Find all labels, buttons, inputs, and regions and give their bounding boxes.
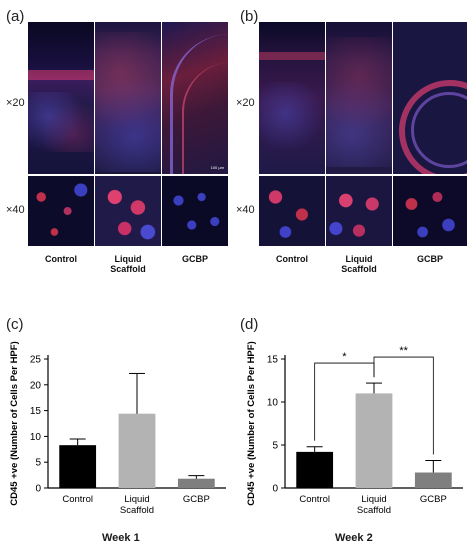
micrograph-liquid-scaffold-20x-week2 xyxy=(326,22,392,174)
bar-gcbp xyxy=(177,478,215,488)
panel-label-a: (a) xyxy=(6,8,25,25)
bar-liquid-scaffold xyxy=(118,413,156,488)
micrograph-liquid-scaffold-40x-week1 xyxy=(95,176,161,246)
bar-chart-week1: 0 5 10 15 20 25 CD45 +ve (Number of Cells Per … xyxy=(9,341,226,516)
week2-label: Week 2 xyxy=(335,532,373,544)
significance-bracket xyxy=(373,356,434,455)
column-label-liquid-scaffold-b: Liquid Scaffold xyxy=(341,254,377,274)
column-label-liquid-scaffold-a: Liquid Scaffold xyxy=(110,254,146,274)
y-axis-label: CD45 +ve (Number of Cells Per HPF) xyxy=(246,341,257,505)
bar-chart-week2: 0 5 10 15 CD45 +ve (Number of Cells Per HPF)… xyxy=(246,341,463,516)
magnification-40x-label-a: ×40 xyxy=(6,204,25,216)
y-tick-label: 5 xyxy=(272,441,278,452)
y-tick-label: 25 xyxy=(30,355,42,366)
x-tick-label: Control xyxy=(62,494,93,505)
x-tick-label: GCBP xyxy=(183,494,210,505)
magnification-40x-label-b: ×40 xyxy=(236,204,255,216)
micrograph-gcbp-20x-week1: 100 µm xyxy=(162,22,228,174)
y-tick-label: 0 xyxy=(272,484,278,495)
y-tick-label: 10 xyxy=(30,432,42,443)
bar-gcbp xyxy=(414,472,452,488)
x-tick-label: Liquid xyxy=(124,494,149,505)
micrograph-liquid-scaffold-40x-week2 xyxy=(326,176,392,246)
micrograph-control-40x-week1 xyxy=(28,176,94,246)
column-label-control-b: Control xyxy=(276,254,308,264)
y-axis-label: CD45 +ve (Number of Cells Per HPF) xyxy=(9,341,20,505)
bar-liquid-scaffold xyxy=(355,393,393,488)
micrograph-gcbp-40x-week1 xyxy=(162,176,228,246)
y-tick-label: 10 xyxy=(267,398,279,409)
micrograph-control-20x-week1 xyxy=(28,22,94,174)
micrograph-gcbp-20x-week2 xyxy=(393,22,467,174)
significance-marker: * xyxy=(342,351,347,363)
x-tick-label: GCBP xyxy=(420,494,447,505)
magnification-20x-label-a: ×20 xyxy=(6,97,25,109)
panel-label-c: (c) xyxy=(6,316,24,333)
y-tick-label: 20 xyxy=(30,380,42,391)
x-tick-label: Scaffold xyxy=(357,505,391,516)
y-tick-label: 5 xyxy=(35,458,41,469)
week1-label: Week 1 xyxy=(102,532,140,544)
y-tick-label: 15 xyxy=(267,355,279,366)
bar-control xyxy=(296,451,334,488)
magnification-20x-label-b: ×20 xyxy=(236,97,255,109)
micrograph-gcbp-40x-week2 xyxy=(393,176,467,246)
micrograph-control-20x-week2 xyxy=(259,22,325,174)
micrograph-control-40x-week2 xyxy=(259,176,325,246)
y-tick-label: 15 xyxy=(30,406,42,417)
significance-marker: ** xyxy=(399,345,408,357)
panel-label-b: (b) xyxy=(240,8,259,25)
y-tick-label: 0 xyxy=(35,484,41,495)
x-tick-label: Control xyxy=(299,494,330,505)
micrograph-liquid-scaffold-20x-week1 xyxy=(95,22,161,174)
bar-control xyxy=(59,445,97,488)
column-label-control-a: Control xyxy=(45,254,77,264)
x-tick-label: Scaffold xyxy=(120,505,154,516)
column-label-gcbp-b: GCBP xyxy=(416,254,443,264)
x-tick-label: Liquid xyxy=(361,494,386,505)
scale-bar-label: 100 µm xyxy=(210,165,224,170)
panel-label-d: (d) xyxy=(240,316,259,333)
column-label-gcbp-a: GCBP xyxy=(181,254,208,264)
